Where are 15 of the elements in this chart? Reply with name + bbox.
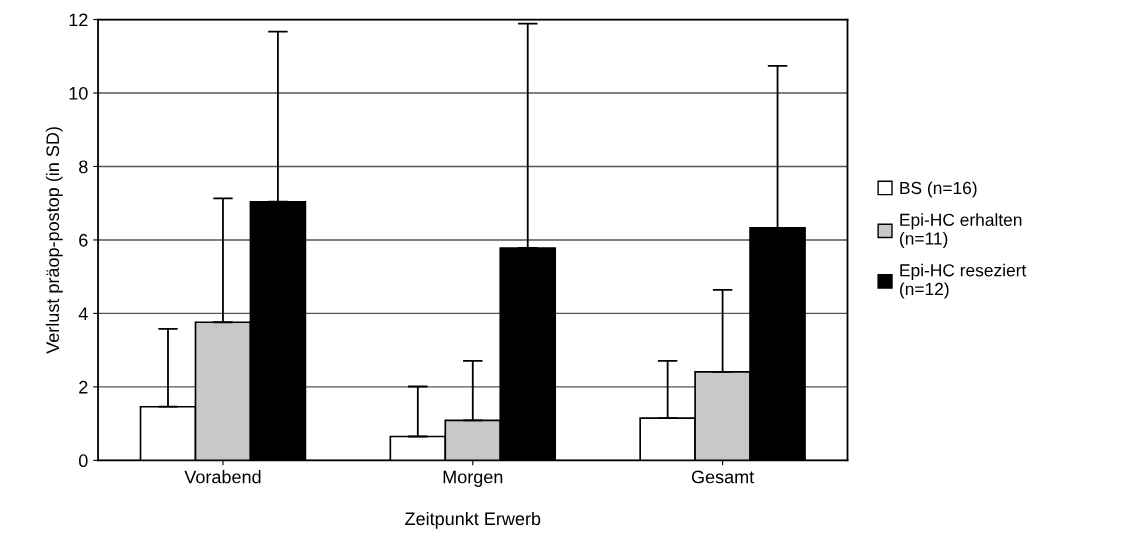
y-tick-label: 6 — [79, 233, 88, 247]
y-tick-label: 12 — [69, 13, 88, 27]
y-tick-label: 2 — [79, 380, 88, 394]
legend-label: BS (n=16) — [900, 181, 977, 198]
x-axis-title: Zeitpunkt Erwerb — [405, 511, 541, 529]
y-tick-label: 8 — [79, 160, 88, 174]
y-tick-label: 10 — [69, 86, 88, 100]
y-axis-title: Verlust präop-postop (in SD) — [45, 127, 63, 354]
y-tick-label: 0 — [78, 454, 88, 468]
y-tick-label: 4 — [78, 307, 88, 320]
legend-label: Epi-HC erhalten (n=11) — [900, 213, 1022, 249]
x-tick-label: Gesamt — [691, 470, 755, 484]
x-tick-label: Vorabend — [184, 470, 261, 484]
legend-label: Epi-HC reseziert (n=12) — [900, 263, 1027, 299]
x-tick-label: Morgen — [443, 470, 503, 487]
